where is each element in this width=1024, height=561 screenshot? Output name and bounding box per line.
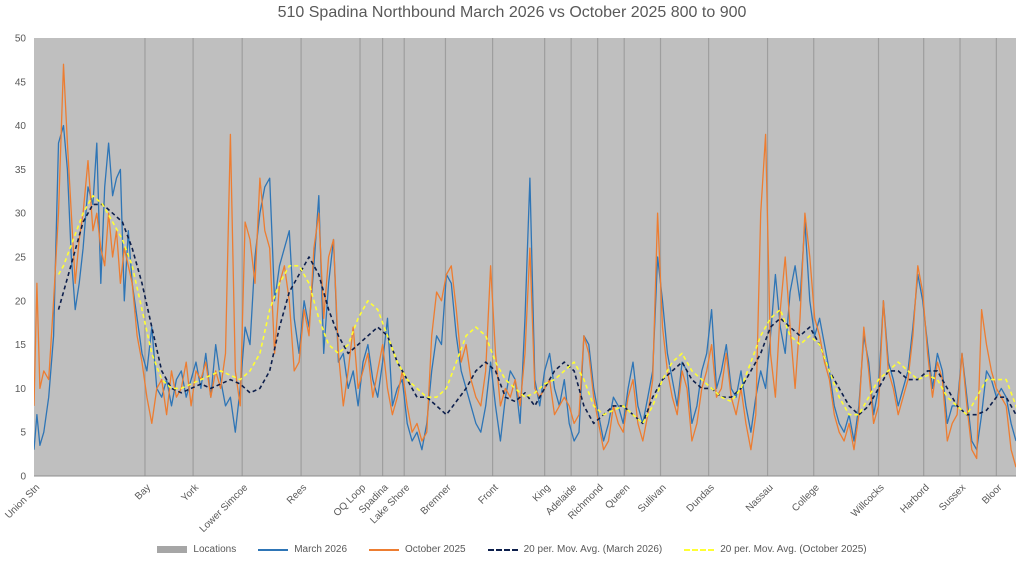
legend-label: 20 per. Mov. Avg. (March 2026) (523, 544, 663, 555)
y-tick-label: 10 (15, 384, 27, 395)
y-tick-label: 15 (15, 340, 27, 351)
legend-item: March 2026 (258, 544, 347, 555)
series-line-4 (57, 194, 1016, 425)
legend-label: 20 per. Mov. Avg. (October 2025) (720, 544, 867, 555)
x-location-label: Front (476, 482, 500, 506)
legend-label: Locations (193, 544, 237, 555)
legend-item: October 2025 (369, 544, 466, 555)
chart-title: 510 Spadina Northbound March 2026 vs Oct… (277, 4, 747, 21)
legend-item: 20 per. Mov. Avg. (October 2025) (684, 544, 867, 555)
y-tick-label: 30 (15, 209, 27, 220)
y-tick-label: 35 (15, 165, 27, 176)
x-location-label: Rees (285, 482, 309, 506)
y-tick-label: 20 (15, 296, 27, 307)
legend-swatch (157, 546, 188, 553)
legend-item: 20 per. Mov. Avg. (March 2026) (487, 544, 663, 555)
x-location-label: Union Stn (3, 482, 42, 521)
legend-swatch (684, 548, 715, 551)
y-tick-label: 50 (15, 34, 27, 45)
x-location-label: Bremner (419, 482, 454, 517)
location-lines (144, 38, 997, 476)
legend-label: October 2025 (405, 544, 466, 555)
x-location-label: Queen (603, 482, 632, 511)
x-location-label: Lower Simcoe (198, 482, 251, 535)
y-tick-label: 40 (15, 121, 27, 132)
x-location-label: Bay (133, 482, 153, 502)
y-tick-label: 25 (15, 253, 27, 264)
legend-swatch (258, 548, 289, 551)
legend-item: Locations (157, 544, 236, 555)
y-axis: 0 5 10 15 20 25 30 35 40 45 50 (15, 34, 1016, 483)
legend-swatch (369, 548, 400, 551)
legend-swatch (487, 548, 518, 551)
plot-area (34, 38, 1016, 476)
x-location-label: Harbord (898, 482, 931, 515)
x-location-label: Sullivan (636, 482, 669, 515)
x-location-label: Bloor (980, 482, 1005, 507)
y-tick-label: 5 (20, 428, 26, 439)
x-location-label: Nassau (744, 482, 776, 514)
y-tick-label: 0 (20, 472, 26, 483)
series-layer (34, 63, 1016, 468)
x-location-label: York (180, 482, 202, 504)
x-location-label: King (531, 482, 553, 504)
x-location-label: College (790, 482, 822, 514)
legend-label: March 2026 (294, 544, 348, 555)
x-location-label: Sussex (937, 482, 968, 513)
legend: Locations March 2026 October 2025 20 per. M… (0, 544, 1024, 555)
series-line-3 (57, 203, 1016, 425)
y-tick-label: 45 (15, 77, 27, 88)
x-location-label: Willcocks (849, 482, 886, 519)
x-location-label: Dundas (685, 482, 717, 514)
